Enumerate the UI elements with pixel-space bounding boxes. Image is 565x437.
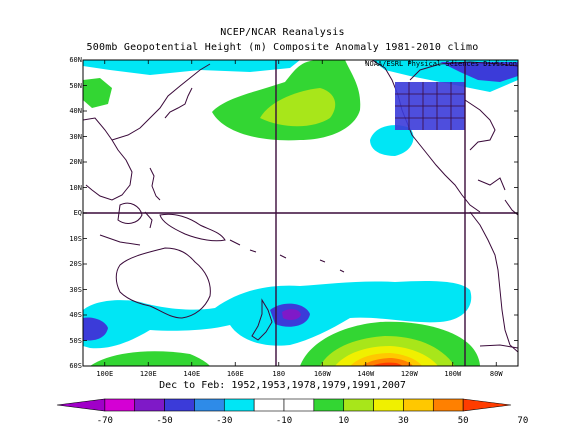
colorbar-segment [432, 398, 464, 412]
reference-lines [83, 60, 518, 366]
anomaly-shading [83, 60, 518, 366]
lat-label: 60S [69, 362, 82, 370]
anomaly-region-darkorange-south [362, 358, 413, 366]
colorbar-tick-label: 10 [338, 416, 350, 426]
lon-label: 100E [96, 370, 114, 378]
lat-label: 20S [69, 260, 82, 268]
colorbar-segment [313, 398, 345, 412]
title-line-2: 500mb Geopotential Height (m) Composite … [86, 42, 479, 53]
colorbar-tick-label: -50 [156, 416, 173, 426]
title-line-1: NCEP/NCAR Reanalysis [220, 27, 345, 38]
lat-label: 40N [69, 107, 82, 115]
lon-label: 180 [272, 370, 286, 378]
colorbar-segment [134, 398, 165, 412]
colorbar-segment [194, 398, 225, 412]
lat-label: 30S [69, 285, 82, 294]
lon-label: 120W [400, 370, 418, 378]
colorbar-segment [462, 398, 512, 412]
lon-label: 160W [313, 370, 331, 378]
colorbar [56, 398, 512, 412]
colorbar-segment [403, 398, 434, 412]
lon-label: 160E [226, 370, 244, 378]
lat-label: 30N [69, 132, 82, 141]
lat-label: 10S [69, 234, 82, 243]
coastlines [83, 60, 518, 353]
anomaly-region-green-south-west [90, 351, 210, 366]
anomaly-region-darkblue-nz [282, 309, 301, 320]
colorbar-tick-label: -10 [275, 416, 293, 426]
anomaly-region-yellowgreen-npac [260, 88, 336, 127]
lat-label: 50N [69, 81, 82, 90]
colorbar-segment [164, 398, 195, 412]
credit-text: NOAA/ESRL Physical Sciences Division [365, 60, 517, 68]
anomaly-region-cyan-north [83, 60, 300, 75]
lon-label: 120E [139, 370, 157, 378]
lon-label: 140W [357, 370, 375, 378]
anomaly-region-cyan-california [370, 125, 414, 156]
lat-label: 60N [69, 56, 82, 64]
colorbar-tick-label: 70 [517, 416, 529, 426]
colorbar-segment [283, 398, 315, 412]
colorbar-segment [253, 398, 285, 412]
lat-label: EQ [73, 209, 82, 217]
colorbar-segment [343, 398, 374, 412]
us-states [395, 82, 465, 130]
lon-label: 80W [489, 370, 503, 378]
lon-label: 100W [444, 370, 462, 378]
lat-label: 20N [69, 158, 82, 166]
anomaly-region-blue-sw [83, 317, 108, 341]
colorbar-segment [104, 398, 136, 412]
anomaly-region-green-west [83, 78, 112, 108]
colorbar-segment [223, 398, 255, 412]
colorbar-tick-label: 50 [457, 416, 469, 426]
anomaly-region-blue-northeast [440, 62, 518, 82]
lat-label: 40S [69, 311, 82, 319]
date-line: Dec to Feb: 1952,1953,1978,1979,1991,200… [159, 380, 406, 391]
colorbar-tick-label: 30 [398, 416, 409, 426]
axis-ticks [83, 59, 518, 367]
lon-label: 140E [183, 370, 201, 378]
colorbar-segment [373, 398, 404, 412]
colorbar-segment [56, 398, 106, 412]
lat-label: 10N [69, 183, 82, 192]
lat-label: 50S [69, 336, 82, 345]
colorbar-tick-label: -30 [216, 416, 233, 426]
anomaly-region-red-south [372, 362, 403, 366]
colorbar-tick-label: -70 [96, 416, 113, 426]
